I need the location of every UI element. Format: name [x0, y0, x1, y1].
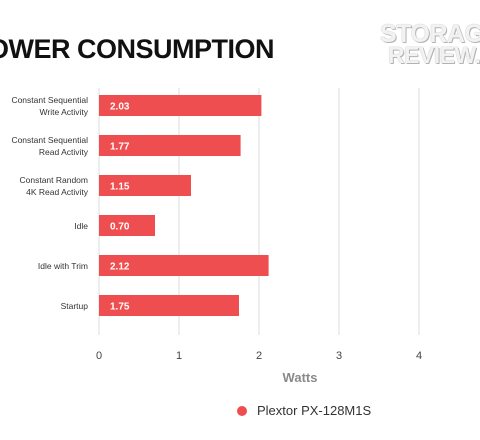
x-tick-label-1: 1	[176, 350, 182, 362]
x-tick-label-3: 3	[336, 350, 342, 362]
bar-0	[99, 95, 262, 116]
x-tick-label-0: 0	[96, 350, 102, 362]
category-label-1: Constant Sequential Read Activity	[11, 135, 88, 157]
data-label-3: 0.70	[110, 222, 130, 233]
bar-1	[99, 135, 241, 156]
bar-3	[99, 215, 155, 236]
category-label-4: Idle with Trim	[38, 261, 88, 271]
logo-text-line1: STORAGE	[380, 20, 480, 48]
category-label-0: Constant Sequential Write Activity	[11, 95, 88, 117]
chart-title: OWER CONSUMPTION	[0, 34, 275, 64]
category-label-2: Constant Random 4K Read Activity	[19, 175, 88, 197]
data-label-0: 2.03	[110, 102, 130, 113]
legend-label: Plextor PX-128M1S	[257, 403, 372, 418]
x-tick-label-2: 2	[256, 350, 262, 362]
data-label-5: 1.75	[110, 302, 130, 313]
bar-2	[99, 175, 191, 196]
data-label-1: 1.77	[110, 142, 130, 153]
storagereview-logo: STORAGE REVIEW.COM	[380, 20, 480, 68]
data-label-2: 1.15	[110, 182, 130, 193]
bar-4	[99, 255, 269, 276]
category-label-5: Startup	[61, 301, 89, 311]
category-label-3: Idle	[74, 221, 88, 231]
logo-text-line2: REVIEW.COM	[388, 42, 480, 68]
bar-5	[99, 295, 239, 316]
x-tick-label-4: 4	[416, 350, 422, 362]
data-label-4: 2.12	[110, 262, 130, 273]
legend-swatch	[237, 405, 247, 416]
legend: Plextor PX-128M1S	[237, 403, 371, 418]
x-axis-title: Watts	[283, 370, 318, 385]
